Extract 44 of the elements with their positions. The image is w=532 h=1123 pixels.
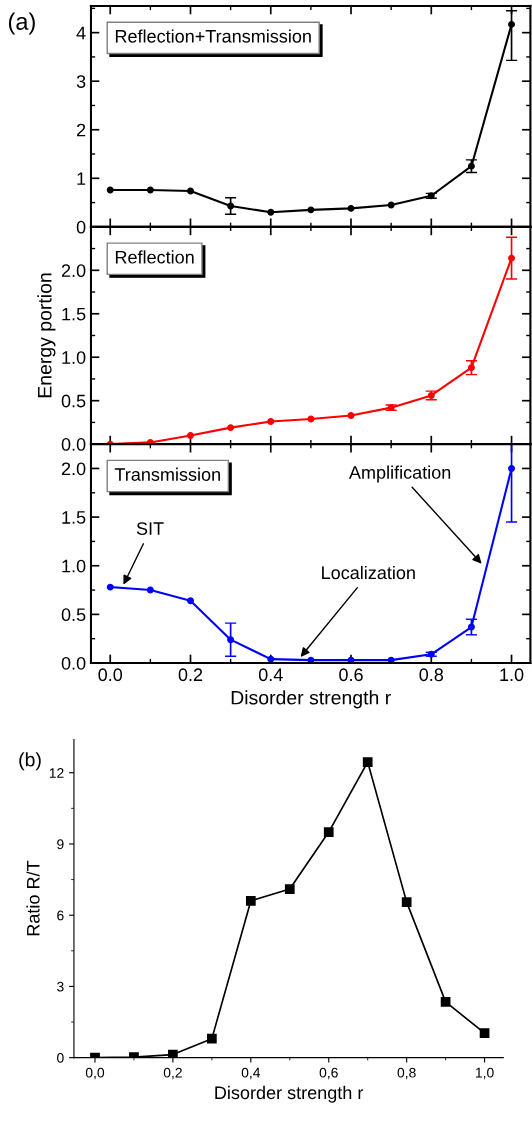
text: (a) [8,12,35,35]
x-tick-label: 0,2 [163,1067,182,1080]
y-tick-label: 3 [57,981,64,992]
y-tick-label: 0.0 [61,438,86,451]
y-tick-label: 1.5 [62,511,86,524]
annotation: Localization [322,565,415,580]
x-tick-label: 0,8 [397,1067,416,1080]
y-tick-label: 2.0 [61,462,86,476]
x-tick-label: 0,6 [319,1067,338,1080]
x-tick-label: 0.2 [178,668,203,682]
x-axis-title: Disorder strength r [215,1085,364,1103]
y-axis-title: Ratio R/T [26,860,40,936]
y-tick-label: 1.0 [62,559,86,573]
y-tick-label: 0.5 [61,608,86,622]
x-tick-label: 0.4 [258,668,283,682]
y-tick-label: 1.0 [62,351,86,364]
x-tick-label: 0.8 [419,668,444,682]
y-tick-label: 2.0 [61,264,86,278]
y-tick-label: 0 [57,1052,64,1063]
y-tick-label: 9 [57,839,64,850]
x-tick-label: 1.0 [500,668,524,682]
y-tick-label: 6 [57,910,64,921]
y-tick-label: 0 [76,220,86,234]
x-tick-label: 1,0 [475,1067,494,1080]
text: Reflection [115,250,194,264]
x-tick-label: 0,0 [85,1067,105,1080]
y-tick-label: 0.5 [61,394,86,408]
annotation: Amplification [348,465,451,483]
y-tick-label: 1 [77,172,86,185]
y-tick-label: 4 [76,26,86,40]
annotation: SIT [136,522,164,535]
x-axis-title: Disorder strength r [231,690,391,709]
y-tick-label: 12 [49,768,64,778]
text: (b) [19,752,41,771]
x-tick-label: 0,4 [241,1067,261,1080]
x-tick-label: 0.0 [98,668,123,682]
y-tick-label: 3 [76,75,86,88]
text: Transmission [114,467,220,481]
y-axis-title: Energy portion [37,273,56,398]
x-tick-label: 0.6 [339,668,363,682]
y-tick-label: 2 [76,123,86,137]
legend-label: Reflection+Transmission [115,29,311,43]
y-tick-label: 0.0 [61,656,86,670]
y-tick-label: 1.5 [62,307,86,321]
